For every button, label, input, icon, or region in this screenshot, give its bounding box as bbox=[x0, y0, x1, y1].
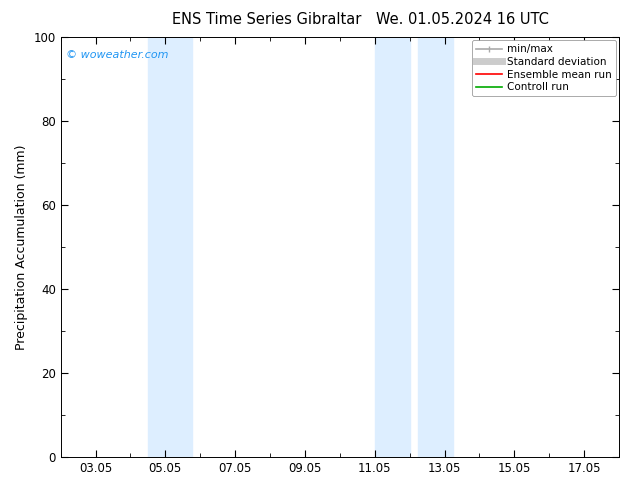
Text: We. 01.05.2024 16 UTC: We. 01.05.2024 16 UTC bbox=[377, 12, 549, 27]
Y-axis label: Precipitation Accumulation (mm): Precipitation Accumulation (mm) bbox=[15, 145, 28, 350]
Text: ENS Time Series Gibraltar: ENS Time Series Gibraltar bbox=[172, 12, 361, 27]
Bar bbox=[148, 37, 191, 457]
Bar bbox=[375, 37, 410, 457]
Text: © woweather.com: © woweather.com bbox=[66, 50, 169, 60]
Legend: min/max, Standard deviation, Ensemble mean run, Controll run: min/max, Standard deviation, Ensemble me… bbox=[472, 40, 616, 97]
Bar bbox=[418, 37, 453, 457]
